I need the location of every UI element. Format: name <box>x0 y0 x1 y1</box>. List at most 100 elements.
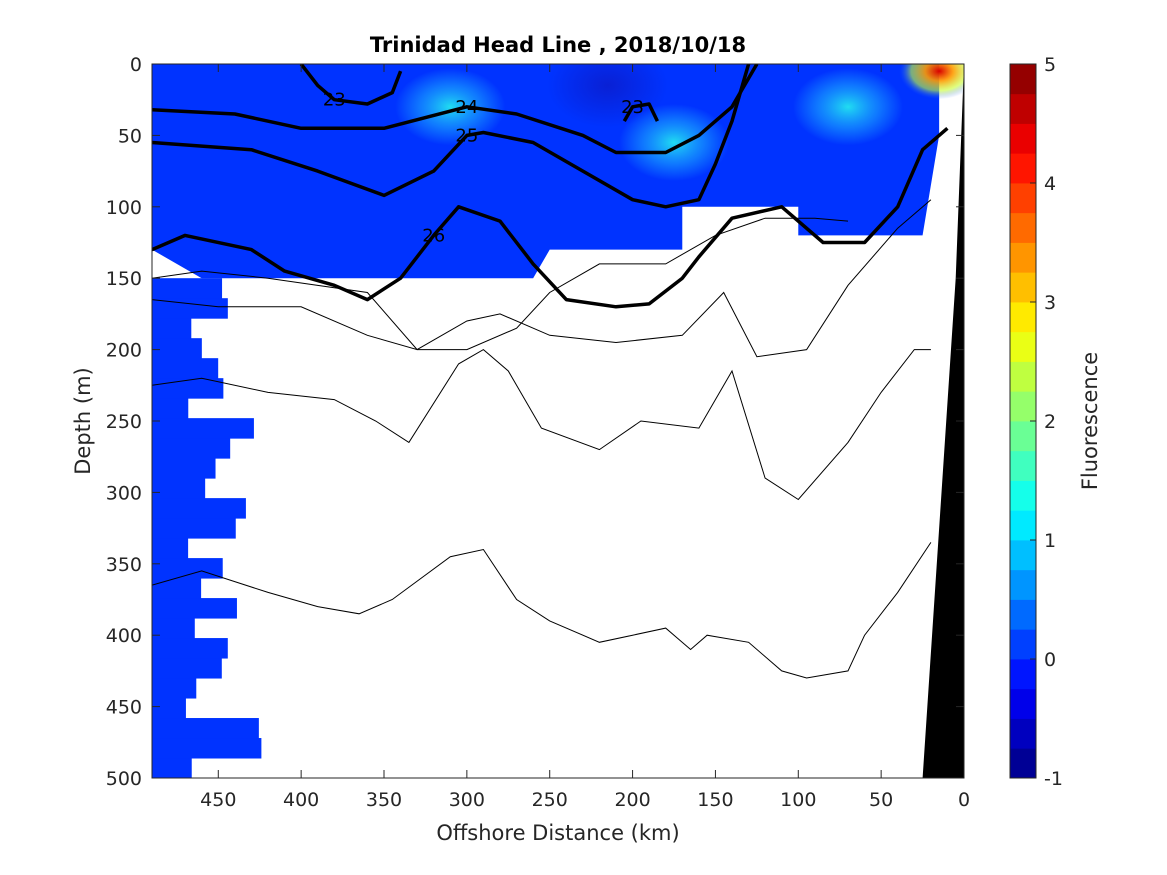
deep-patch-cell <box>152 418 254 439</box>
x-tick-label: 350 <box>366 789 402 811</box>
colorbar-band <box>1010 361 1036 392</box>
deep-patch-cell <box>152 738 262 759</box>
fluorescence-field <box>152 64 940 279</box>
bathymetry <box>922 64 964 778</box>
chart-title: Trinidad Head Line , 2018/10/18 <box>370 33 746 57</box>
colorbar-band <box>1010 302 1036 333</box>
deep-patch-cell <box>152 698 186 719</box>
deep-patch-cell <box>152 318 192 339</box>
x-axis-label: Offshore Distance (km) <box>436 821 679 845</box>
deep-patch-cell <box>152 638 228 659</box>
colorbar-band <box>1010 153 1036 184</box>
colorbar-tick-label: 1 <box>1044 530 1056 552</box>
deep-patch-cell <box>152 678 197 699</box>
deep-patch-cell <box>152 358 219 379</box>
colorbar-band <box>1010 183 1036 214</box>
deep-patch-cell <box>152 438 231 459</box>
isopycnal-labels: 23 23 24 25 26 <box>323 90 644 247</box>
isopycnal-25 <box>152 64 751 209</box>
colorbar-band <box>1010 450 1036 481</box>
isopycnal-labeled-contours <box>152 64 949 309</box>
colorbar-band <box>1010 748 1036 779</box>
colorbar-band <box>1010 242 1036 273</box>
deep-patch-cell <box>152 578 202 599</box>
fluorescence-feature-high <box>793 68 903 146</box>
isopycnal-thin <box>152 542 932 679</box>
isopycnal-23 <box>299 64 403 106</box>
isopycnal-thin-contours <box>152 199 932 679</box>
deep-fluorescence-patches <box>152 278 262 778</box>
deep-patch-cell <box>152 718 259 739</box>
deep-patch-cell <box>152 598 237 619</box>
deep-patch-cell <box>152 458 216 479</box>
colorbar-band <box>1010 272 1036 303</box>
y-tick-label: 450 <box>106 697 142 719</box>
isopycnal-label-23: 23 <box>621 97 644 118</box>
fluorescence-upper-field <box>152 64 940 279</box>
y-axis-ticks: 0 50 100 150 200 250 300 350 400 450 500 <box>106 54 964 790</box>
isopycnal-label-25: 25 <box>455 125 478 146</box>
deep-patch-cell <box>152 338 202 359</box>
y-tick-label: 200 <box>106 340 142 362</box>
deep-patch-cell <box>152 378 224 399</box>
colorbar-band <box>1010 659 1036 690</box>
isopycnal-26 <box>152 126 949 309</box>
x-tick-label: 0 <box>958 789 970 811</box>
y-tick-label: 150 <box>106 268 142 290</box>
fluorescence-feature-high <box>395 68 506 146</box>
colorbar-band <box>1010 688 1036 719</box>
x-tick-label: 300 <box>449 789 485 811</box>
deep-patch-cell <box>152 658 222 679</box>
colorbar-band <box>1010 718 1036 749</box>
colorbar-band <box>1010 510 1036 541</box>
y-tick-label: 250 <box>106 411 142 433</box>
y-axis-label: Depth (m) <box>71 367 95 474</box>
colorbar-band <box>1010 123 1036 154</box>
colorbar-band <box>1010 599 1036 630</box>
colorbar-tick-label: 5 <box>1044 54 1056 76</box>
plot-area: 23 23 24 25 26 <box>152 64 964 778</box>
fluorescence-feature-max <box>899 64 964 100</box>
deep-patch-cell <box>152 478 206 499</box>
y-tick-label: 500 <box>106 768 142 790</box>
colorbar-tick-label: 4 <box>1044 173 1056 195</box>
y-tick-label: 400 <box>106 625 142 647</box>
y-tick-label: 0 <box>130 54 142 76</box>
y-tick-label: 300 <box>106 482 142 504</box>
x-tick-label: 200 <box>614 789 650 811</box>
deep-patch-cell <box>152 518 236 539</box>
deep-patch-cell <box>152 558 223 579</box>
x-tick-label: 450 <box>200 789 236 811</box>
y-tick-label: 50 <box>118 125 142 147</box>
isopycnal-thin <box>152 199 932 358</box>
deep-patch-cell <box>152 298 228 319</box>
colorbar-band <box>1010 391 1036 422</box>
fluorescence-features <box>395 64 964 182</box>
colorbar-band <box>1010 212 1036 243</box>
deep-patch-cell <box>152 618 195 639</box>
deep-patch-cell <box>152 538 189 559</box>
colorbar-band <box>1010 331 1036 362</box>
y-tick-label: 350 <box>106 554 142 576</box>
isopycnal-label-26: 26 <box>422 225 445 246</box>
colorbar-band <box>1010 480 1036 511</box>
deep-patch-cell <box>152 758 192 778</box>
colorbar-band <box>1010 421 1036 452</box>
isopycnal-thin <box>152 348 931 501</box>
colorbar: -1 0 1 2 3 4 5 <box>1009 54 1063 790</box>
colorbar-band <box>1010 64 1036 95</box>
isopycnal-23 <box>622 102 659 122</box>
colorbar-label: Fluorescence <box>1078 352 1102 490</box>
x-axis-ticks: 450 400 350 300 250 200 150 100 50 0 <box>200 64 970 811</box>
x-tick-label: 400 <box>283 789 319 811</box>
x-tick-label: 150 <box>697 789 733 811</box>
colorbar-band <box>1010 569 1036 600</box>
colorbar-tick-label: 3 <box>1044 292 1056 314</box>
colorbar-band <box>1010 93 1036 124</box>
colorbar-tick-label: 2 <box>1044 411 1056 433</box>
deep-patch-cell <box>152 498 246 519</box>
colorbar-band <box>1010 540 1036 571</box>
colorbar-tick-label: 0 <box>1044 649 1056 671</box>
isopycnal-label-24: 24 <box>455 97 478 118</box>
